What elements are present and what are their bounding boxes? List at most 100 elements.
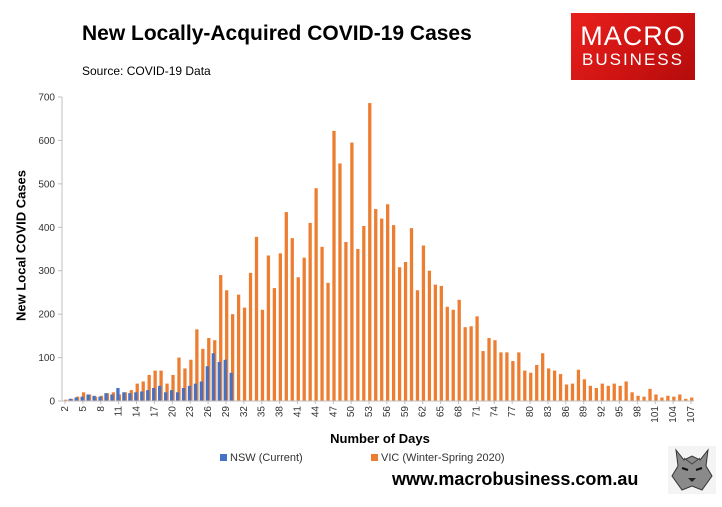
x-tick-label-11: 11: [114, 406, 125, 417]
bar-vic-day-64: [433, 284, 437, 401]
bar-vic-day-25: [201, 348, 205, 401]
bar-vic-day-39: [284, 212, 288, 401]
bar-nsw-day-10: [110, 394, 114, 401]
bar-vic-day-95: [618, 385, 622, 401]
legend-vic: VIC (Winter-Spring 2020): [371, 452, 505, 464]
bar-nsw-day-24: [193, 383, 198, 401]
bar-nsw-day-22: [181, 387, 186, 401]
legend-nsw: NSW (Current): [220, 452, 303, 464]
bar-vic-day-23: [189, 359, 193, 401]
x-tick-label-89: 89: [579, 406, 590, 418]
logo-line-business: BUSINESS: [582, 50, 684, 69]
bar-vic-day-21: [177, 357, 181, 401]
bar-vic-day-49: [344, 242, 348, 401]
bar-nsw-day-26: [205, 366, 209, 401]
x-tick-label-17: 17: [149, 406, 160, 418]
x-tick-label-47: 47: [328, 406, 339, 418]
bar-nsw-day-18: [158, 385, 162, 401]
bar-vic-day-80: [529, 372, 533, 401]
bar-vic-day-34: [254, 236, 259, 401]
x-tick-label-29: 29: [221, 406, 232, 418]
legend-vic-label: VIC (Winter-Spring 2020): [381, 452, 505, 464]
bar-vic-day-88: [576, 369, 581, 401]
x-tick-label-5: 5: [78, 406, 89, 412]
bar-vic-day-33: [248, 272, 253, 401]
bar-nsw-day-17: [152, 387, 156, 401]
x-tick-label-86: 86: [561, 406, 572, 418]
source-note: Source: COVID-19 Data: [82, 64, 211, 78]
x-tick-label-80: 80: [525, 406, 536, 418]
bar-nsw-day-23: [187, 385, 192, 401]
bar-vic-day-90: [588, 385, 593, 401]
x-axis-title: Number of Days: [330, 431, 430, 446]
x-tick-label-56: 56: [382, 406, 393, 418]
bar-vic-day-50: [350, 142, 354, 401]
bar-vic-day-37: [272, 288, 277, 401]
bar-vic-day-61: [415, 290, 420, 401]
bar-vic-day-44: [314, 188, 318, 401]
bar-vic-day-102: [660, 397, 664, 401]
bar-vic-day-51: [356, 249, 360, 401]
bar-vic-day-68: [457, 299, 461, 401]
x-tick-label-104: 104: [668, 406, 679, 423]
bar-vic-day-81: [535, 364, 539, 401]
bar-vic-day-96: [624, 381, 628, 401]
bar-vic-day-65: [439, 285, 443, 401]
bar-nsw-day-15: [140, 391, 144, 401]
bar-vic-day-43: [308, 222, 312, 401]
bar-nsw-day-7: [92, 395, 96, 401]
bar-vic-day-72: [481, 351, 485, 401]
x-tick-label-101: 101: [650, 406, 661, 423]
x-tick-label-44: 44: [310, 406, 321, 418]
bar-vic-day-77: [511, 361, 515, 401]
legend-nsw-swatch: [220, 454, 227, 461]
bar-vic-day-74: [493, 340, 497, 401]
bar-vic-day-101: [654, 394, 658, 401]
bar-vic-day-87: [570, 383, 575, 401]
bar-vic-day-35: [260, 309, 265, 401]
x-tick-label-14: 14: [132, 406, 143, 418]
bar-vic-day-67: [451, 309, 455, 401]
bar-vic-day-91: [594, 387, 598, 401]
bar-vic-day-100: [648, 388, 652, 401]
bar-vic-day-38: [278, 253, 282, 401]
bar-nsw-day-28: [217, 361, 221, 401]
x-tick-label-50: 50: [346, 406, 357, 418]
bar-vic-day-47: [332, 130, 336, 401]
bar-nsw-day-4: [74, 397, 78, 401]
bar-vic-day-32: [242, 307, 247, 401]
bar-vic-day-105: [678, 394, 682, 401]
bar-nsw-day-6: [86, 394, 90, 401]
bar-vic-day-60: [409, 228, 414, 401]
bar-vic-day-104: [672, 396, 676, 401]
y-tick-label-0: 0: [49, 397, 55, 408]
bar-vic-day-98: [636, 395, 640, 401]
x-tick-label-59: 59: [400, 406, 411, 418]
bar-vic-day-107: [690, 397, 694, 401]
bar-vic-day-16: [147, 374, 151, 401]
bar-vic-day-30: [231, 314, 235, 401]
x-tick-label-74: 74: [489, 406, 500, 418]
x-tick-label-8: 8: [96, 406, 107, 412]
bar-vic-day-66: [445, 306, 449, 401]
bar-vic-day-85: [558, 374, 563, 401]
bar-vic-day-2: [64, 399, 68, 401]
bar-vic-day-40: [290, 238, 294, 401]
bar-vic-day-69: [463, 327, 467, 401]
y-tick-label-600: 600: [38, 136, 55, 147]
bar-nsw-day-13: [128, 393, 132, 401]
bar-nsw-day-29: [223, 359, 227, 401]
bar-vic-day-79: [523, 370, 527, 401]
bar-vic-day-92: [600, 383, 604, 401]
bar-vic-day-84: [552, 370, 557, 401]
bar-vic-day-63: [427, 270, 432, 401]
x-tick-label-38: 38: [275, 406, 286, 418]
bar-vic-day-20: [171, 374, 175, 401]
bar-vic-day-106: [684, 398, 688, 401]
bar-vic-day-94: [612, 383, 616, 401]
x-tick-label-53: 53: [364, 406, 375, 418]
y-tick-label-100: 100: [38, 353, 55, 364]
bar-vic-day-99: [642, 396, 646, 401]
x-tick-label-83: 83: [543, 406, 554, 418]
